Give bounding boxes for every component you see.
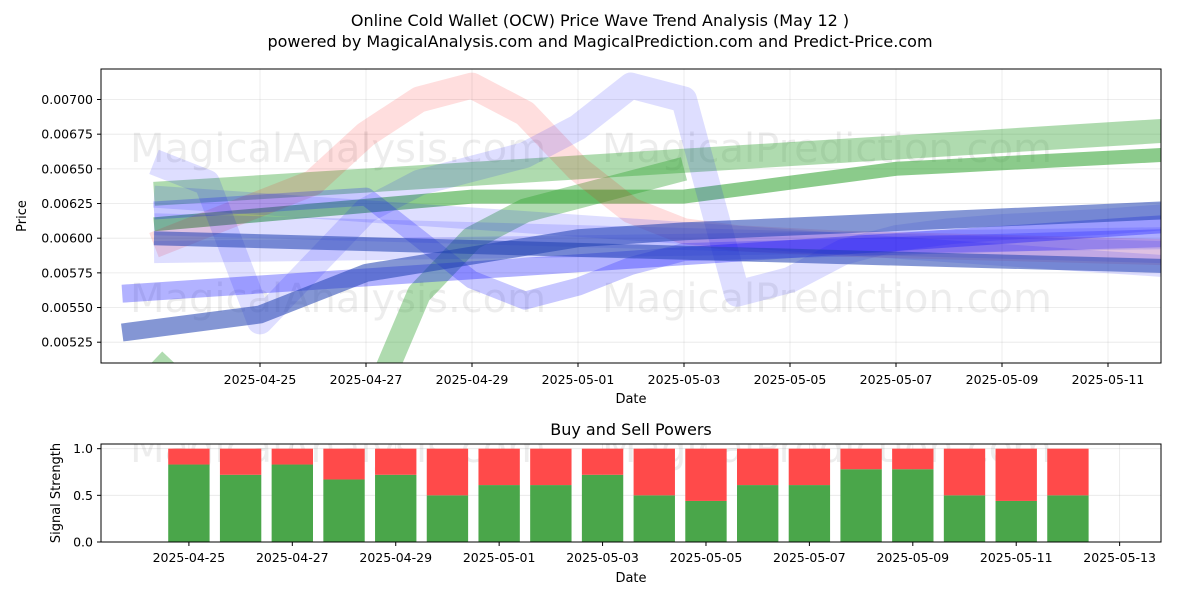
buy-power-bar	[530, 485, 572, 542]
signal-xtick-label: 2025-05-11	[980, 550, 1053, 565]
signal-x-ticks: 2025-04-25 2025-04-27 2025-04-29 2025-05-01…	[153, 542, 1156, 565]
buy-power-bar	[168, 464, 210, 542]
buy-power-bar	[426, 495, 469, 542]
price-wave-line-3	[153, 148, 1161, 232]
signal-y-label: Signal Strength	[49, 443, 64, 543]
price-frame	[100, 68, 1162, 364]
price-ytick-label: 0.00700	[41, 92, 93, 107]
watermark-analysis-1: MagicalAnalysis.com	[130, 126, 546, 172]
price-y-label: Price	[15, 200, 30, 232]
price-xtick-label: 2025-05-01	[542, 372, 615, 387]
chart-subtitle: powered by MagicalAnalysis.com and Magic…	[267, 32, 932, 51]
buy-power-bar	[788, 485, 831, 542]
price-wave-line-10	[121, 215, 1161, 303]
signal-xtick-label: 2025-04-27	[256, 550, 329, 565]
price-wave-line-11	[121, 201, 1161, 342]
price-xtick-label: 2025-05-03	[648, 372, 721, 387]
sell-power-bar	[271, 448, 313, 465]
sell-power-bar	[995, 448, 1037, 501]
sell-power-bar	[323, 448, 365, 480]
signal-xtick-label: 2025-05-05	[670, 550, 743, 565]
price-ytick-label: 0.00575	[41, 265, 93, 280]
price-wave-line-5	[149, 72, 1161, 335]
signal-xtick-label: 2025-05-13	[1083, 550, 1156, 565]
buy-power-bar	[478, 485, 520, 542]
price-ytick-label: 0.00600	[41, 231, 93, 246]
buy-power-bar	[219, 474, 262, 542]
price-x-label: Date	[615, 392, 646, 407]
sell-power-bar	[892, 448, 934, 470]
price-wave-line-12	[153, 231, 1161, 273]
price-xtick-label: 2025-04-29	[436, 372, 509, 387]
sell-power-bar	[685, 448, 727, 501]
sell-power-bar	[478, 448, 520, 486]
signal-xtick-label: 2025-05-07	[773, 550, 846, 565]
signal-xtick-label: 2025-05-09	[876, 550, 949, 565]
price-panel: MagicalAnalysis.com MagicalPrediction.co…	[15, 68, 1162, 407]
signal-title: Buy and Sell Powers	[550, 420, 712, 439]
price-ytick-label: 0.00525	[41, 335, 93, 350]
signal-xtick-label: 2025-04-25	[153, 550, 226, 565]
buy-power-bar	[685, 500, 727, 542]
price-ytick-label: 0.00650	[41, 161, 93, 176]
signal-bars	[168, 448, 1089, 542]
buy-power-bar	[1047, 495, 1089, 542]
sell-power-bar	[426, 448, 469, 496]
sell-power-bar	[168, 448, 210, 465]
signal-x-label: Date	[615, 571, 646, 586]
price-xtick-label: 2025-05-09	[966, 372, 1039, 387]
price-ytick-label: 0.00675	[41, 127, 93, 142]
sell-power-bar	[581, 448, 624, 475]
signal-xtick-label: 2025-04-29	[359, 550, 432, 565]
buy-power-bar	[633, 495, 675, 542]
chart-title: Online Cold Wallet (OCW) Price Wave Tren…	[351, 11, 849, 30]
signal-y-ticks: 0.0 0.5 1.0	[73, 441, 101, 550]
price-xtick-label: 2025-05-11	[1072, 372, 1145, 387]
signal-frame	[100, 443, 1162, 543]
price-wave-line-2	[151, 157, 688, 363]
buy-power-bar	[375, 474, 417, 542]
signal-ytick-label: 0.5	[73, 488, 93, 503]
sell-power-bar	[375, 448, 417, 475]
buy-power-bar	[323, 479, 365, 542]
sell-power-bar	[840, 448, 882, 470]
price-ytick-label: 0.00625	[41, 196, 93, 211]
price-series	[121, 72, 1161, 363]
price-xtick-label: 2025-05-05	[754, 372, 827, 387]
price-watermarks: MagicalAnalysis.com MagicalPrediction.co…	[130, 126, 1052, 322]
price-ytick-label: 0.00550	[41, 300, 93, 315]
sell-power-bar	[219, 448, 262, 475]
buy-power-bar	[840, 469, 882, 542]
watermark-prediction-2: MagicalPrediction.com	[602, 276, 1052, 322]
price-y-ticks: 0.00525 0.00550 0.00575 0.00600 0.00625 0.006…	[41, 92, 101, 350]
price-xtick-label: 2025-04-27	[330, 372, 403, 387]
price-xtick-label: 2025-04-25	[224, 372, 297, 387]
signal-panel: Buy and Sell Powers MagicalAnalysis.com …	[49, 420, 1162, 586]
signal-ytick-label: 1.0	[73, 441, 93, 456]
buy-power-bar	[271, 464, 313, 542]
sell-power-bar	[530, 448, 572, 486]
buy-power-bar	[581, 474, 624, 542]
buy-power-bar	[892, 469, 934, 542]
sell-power-bar	[943, 448, 986, 496]
price-wave-line-1	[153, 118, 1161, 206]
buy-power-bar	[943, 495, 986, 542]
sell-power-bar	[633, 448, 675, 496]
sell-power-bar	[788, 448, 831, 486]
signal-ytick-label: 0.0	[73, 535, 93, 550]
sell-power-bar	[1047, 448, 1089, 496]
signal-xtick-label: 2025-05-03	[566, 550, 639, 565]
buy-power-bar	[737, 485, 779, 542]
price-xtick-label: 2025-05-07	[860, 372, 933, 387]
signal-xtick-label: 2025-05-01	[463, 550, 536, 565]
buy-power-bar	[995, 500, 1037, 542]
sell-power-bar	[737, 448, 779, 486]
price-x-ticks: 2025-04-25 2025-04-27 2025-04-29 2025-05-01…	[224, 363, 1145, 387]
